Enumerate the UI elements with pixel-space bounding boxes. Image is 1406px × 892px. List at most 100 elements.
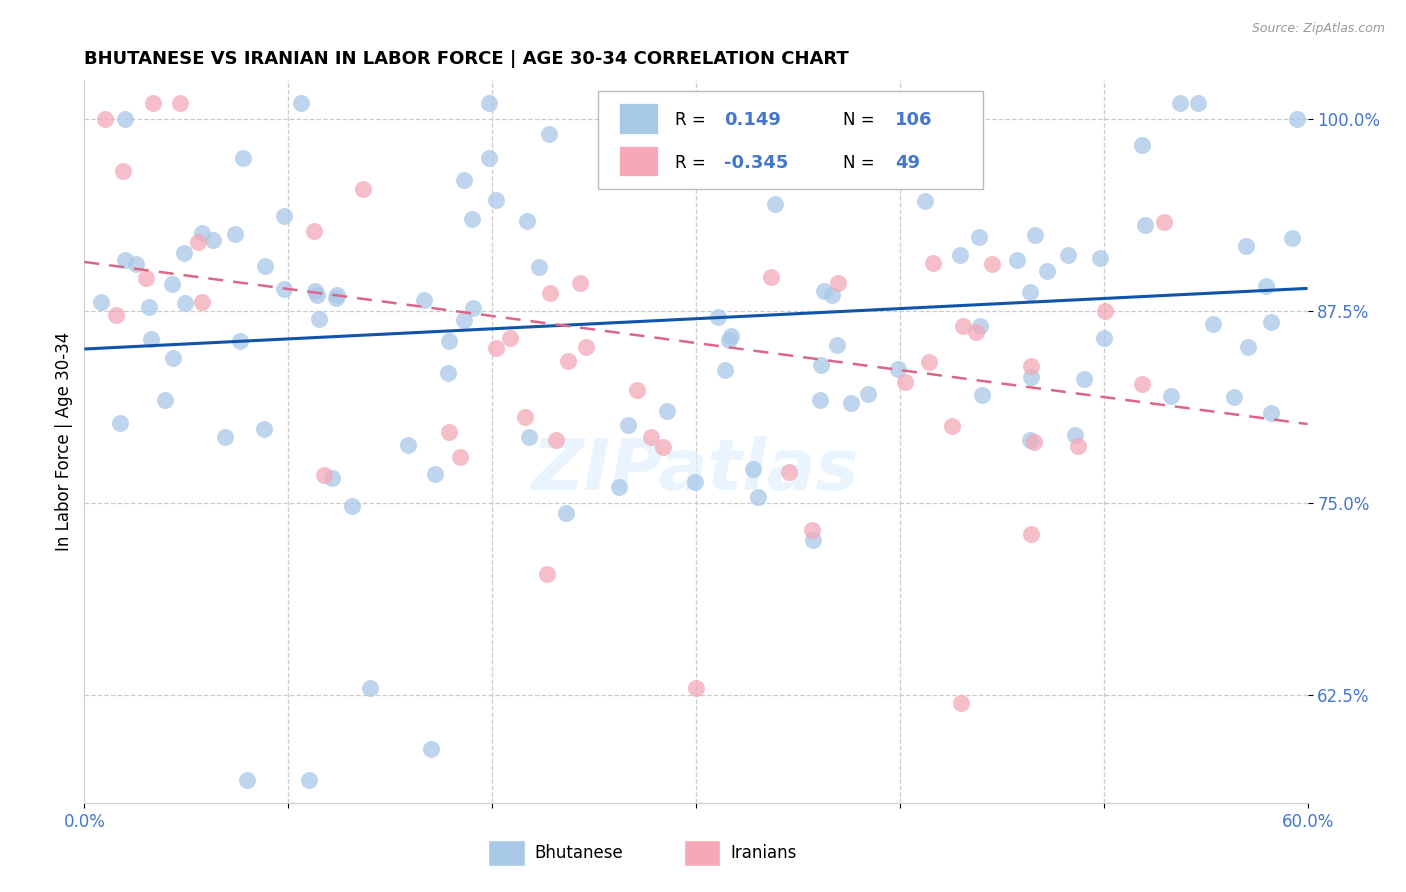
Point: [707, 310, 730, 325]
Point: [93, 112, 115, 126]
Point: [498, 331, 520, 345]
Point: [1094, 303, 1116, 318]
Point: [321, 471, 343, 485]
Point: [1130, 138, 1153, 153]
Point: [169, 96, 191, 111]
Point: [254, 259, 277, 273]
Point: [813, 284, 835, 298]
Point: [478, 151, 501, 165]
Point: [972, 388, 994, 402]
Point: [922, 256, 945, 270]
Point: [1168, 96, 1191, 111]
Point: [138, 301, 160, 315]
Point: [949, 247, 972, 261]
Point: [617, 417, 640, 432]
Point: [914, 194, 936, 208]
Point: [810, 358, 832, 372]
Point: [657, 404, 679, 418]
Point: [412, 293, 434, 307]
Point: [135, 271, 157, 285]
Point: [325, 291, 347, 305]
Point: [290, 96, 312, 111]
Point: [142, 96, 165, 111]
Point: [453, 313, 475, 327]
Point: [314, 468, 336, 483]
Point: [308, 312, 330, 326]
Point: [90, 294, 112, 309]
Point: [125, 257, 148, 271]
Point: [637, 96, 659, 111]
Bar: [488, 840, 524, 866]
Point: [174, 296, 197, 310]
Point: [839, 396, 862, 410]
Point: [759, 270, 782, 285]
Point: [602, 96, 624, 111]
Point: [305, 288, 328, 302]
Point: [1073, 372, 1095, 386]
Point: [437, 425, 460, 439]
Point: [139, 332, 162, 346]
Point: [108, 417, 131, 431]
FancyBboxPatch shape: [598, 91, 983, 189]
Point: [461, 211, 484, 226]
Point: [827, 277, 849, 291]
Point: [720, 329, 742, 343]
Point: [820, 288, 842, 302]
Point: [942, 170, 965, 185]
Point: [682, 123, 704, 137]
Point: [420, 742, 443, 756]
Point: [1236, 340, 1258, 354]
Point: [607, 480, 630, 494]
Point: [626, 384, 648, 398]
Point: [114, 252, 136, 267]
Text: N =: N =: [842, 111, 875, 129]
Point: [952, 319, 974, 334]
Point: [825, 337, 848, 351]
Point: [425, 467, 447, 482]
Point: [1153, 215, 1175, 229]
Point: [449, 450, 471, 464]
Text: Bhutanese: Bhutanese: [534, 844, 623, 862]
Point: [1130, 377, 1153, 392]
Point: [969, 318, 991, 333]
Point: [302, 224, 325, 238]
Point: [485, 341, 508, 355]
Point: [1260, 315, 1282, 329]
Point: [173, 246, 195, 260]
Point: [546, 433, 568, 447]
Point: [1088, 251, 1111, 265]
Point: [763, 196, 786, 211]
Point: [887, 362, 910, 376]
Point: [683, 475, 706, 489]
Point: [153, 392, 176, 407]
Point: [273, 209, 295, 223]
Text: BHUTANESE VS IRANIAN IN LABOR FORCE | AGE 30-34 CORRELATION CHART: BHUTANESE VS IRANIAN IN LABOR FORCE | AG…: [84, 50, 849, 68]
Point: [160, 277, 183, 291]
Point: [162, 351, 184, 365]
Text: R =: R =: [675, 111, 706, 129]
Text: 0.149: 0.149: [724, 111, 780, 129]
Point: [557, 354, 579, 368]
Point: [981, 257, 1004, 271]
Point: [747, 491, 769, 505]
Text: 106: 106: [896, 111, 932, 129]
Point: [253, 422, 276, 436]
Point: [652, 440, 675, 454]
Point: [1160, 389, 1182, 403]
Point: [808, 392, 831, 407]
Point: [950, 696, 973, 710]
Point: [304, 284, 326, 298]
Bar: [619, 145, 658, 176]
Point: [1024, 227, 1046, 242]
Point: [485, 193, 508, 207]
Point: [555, 507, 578, 521]
Text: ZIPatlas: ZIPatlas: [533, 436, 859, 505]
Point: [527, 260, 550, 274]
Point: [1281, 231, 1303, 245]
Point: [1019, 433, 1042, 447]
Point: [1056, 248, 1078, 262]
Point: [717, 334, 740, 348]
Point: [190, 295, 212, 310]
Text: R =: R =: [675, 154, 706, 172]
Point: [1135, 218, 1157, 232]
